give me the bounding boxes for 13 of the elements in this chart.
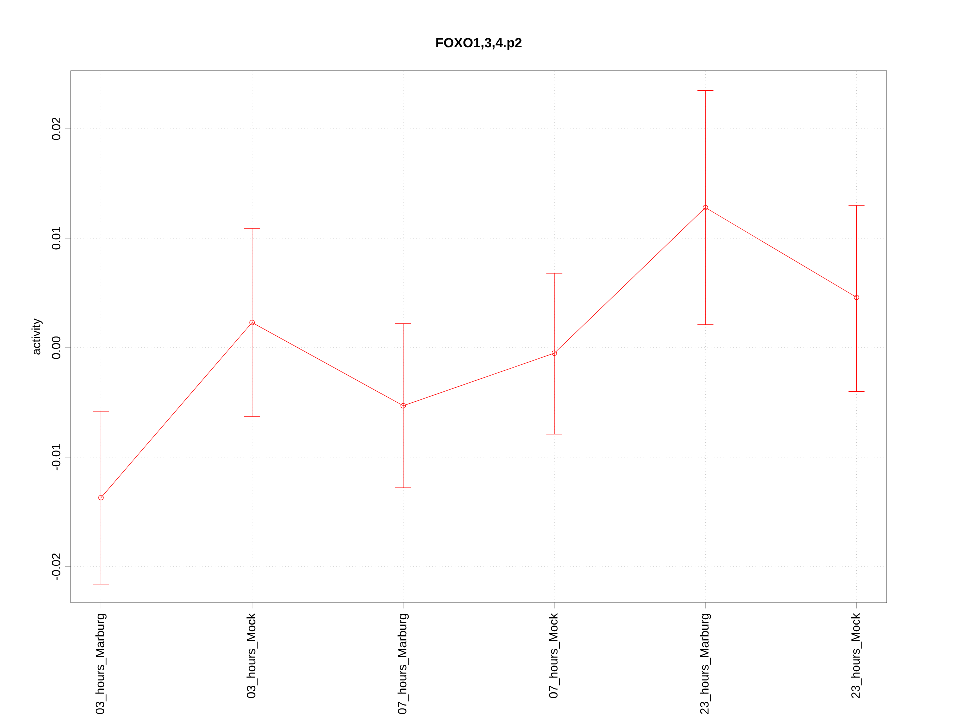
y-tick-label: 0.00 [52,336,61,360]
chart-title: FOXO1,3,4.p2 [436,38,522,50]
x-tick-label: 23_hours_Marburg [700,614,712,714]
y-tick-label: 0.02 [52,118,61,140]
x-tick-label: 07_hours_Marburg [398,614,410,714]
x-tick-label: 07_hours_Mock [549,613,560,698]
y-tick-label: -0.02 [52,554,61,580]
x-tick-label: 03_hours_Mock [246,613,258,698]
x-tick-label: 03_hours_Marburg [96,614,107,714]
y-tick-label: -0.01 [52,444,61,471]
x-tick-label: 23_hours_Mock [851,613,862,698]
y-axis-title: activity [32,318,43,355]
y-tick-label: 0.01 [52,227,61,250]
